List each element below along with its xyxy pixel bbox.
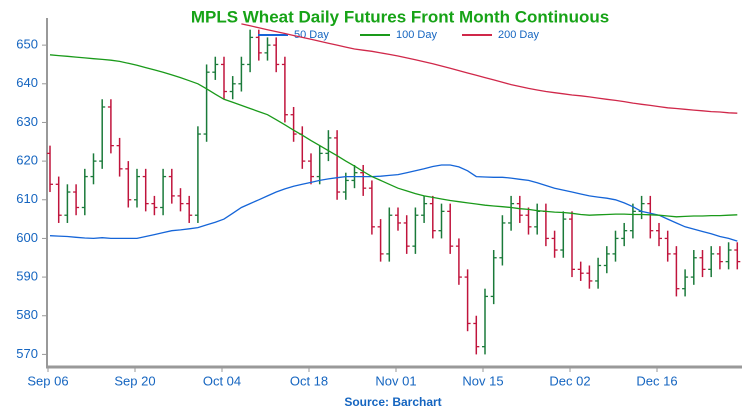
- x-tick-label: Dec 16: [636, 373, 677, 388]
- y-tick-label: 650: [16, 37, 38, 52]
- y-tick-label: 640: [16, 75, 38, 90]
- moving-average-line: [241, 23, 738, 114]
- source: Source: Barchart: [344, 395, 441, 409]
- y-tick-label: 610: [16, 191, 38, 206]
- y-tick-label: 580: [16, 307, 38, 322]
- moving-average-line: [49, 164, 738, 242]
- legend-label: 100 Day: [396, 29, 437, 41]
- y-tick-label: 590: [16, 269, 38, 284]
- x-tick-label: Sep 20: [114, 373, 155, 388]
- x-tick-label: Oct 18: [290, 373, 328, 388]
- y-tick-label: 570: [16, 346, 38, 361]
- chart-title: MPLS Wheat Daily Futures Front Month Con…: [191, 7, 609, 26]
- x-tick-label: Nov 01: [375, 373, 416, 388]
- legend-label: 200 Day: [498, 29, 539, 41]
- x-tick-label: Oct 04: [203, 373, 241, 388]
- y-tick-label: 620: [16, 153, 38, 168]
- x-tick-label: Sep 06: [27, 373, 68, 388]
- y-tick-label: 600: [16, 230, 38, 245]
- x-tick-label: Dec 02: [549, 373, 590, 388]
- x-tick-label: Nov 15: [462, 373, 503, 388]
- moving-average-line: [49, 54, 738, 218]
- y-tick-label: 630: [16, 114, 38, 129]
